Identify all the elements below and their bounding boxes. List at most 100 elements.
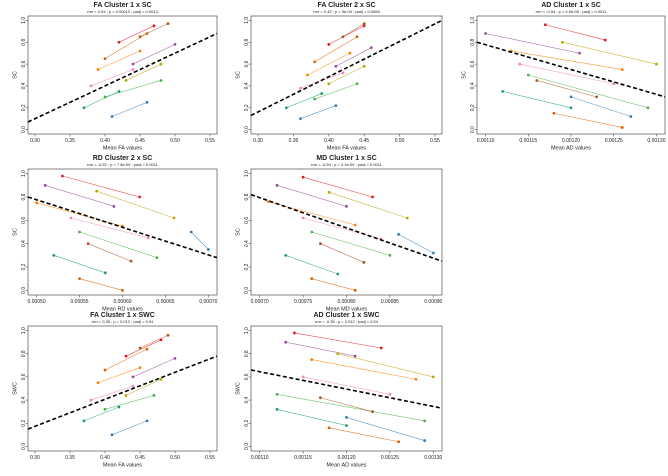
point (189, 230, 193, 234)
x-tick-label: 0.45 (135, 455, 145, 461)
point (620, 126, 624, 129)
plot-frame (27, 168, 218, 296)
y-tick-label: 0.8 (470, 39, 476, 46)
trend-line (27, 32, 218, 123)
panel-title: FA Cluster 1 x SC (93, 2, 151, 9)
trend-line (27, 355, 218, 430)
point (405, 216, 409, 220)
point (60, 174, 64, 178)
subject-line (511, 50, 623, 70)
x-tick-label: 0.00120 (337, 455, 355, 461)
point (145, 100, 149, 104)
subject-line (545, 24, 606, 41)
point (155, 256, 159, 260)
x-axis-label: Mean RD values (102, 306, 143, 312)
point (345, 416, 348, 419)
y-tick-label: 0.8 (244, 350, 250, 357)
y-tick-label: 0.4 (244, 240, 250, 247)
point (313, 60, 317, 64)
x-tick-label: 0.00055 (71, 299, 89, 305)
point (569, 95, 573, 99)
panel-title: MD Cluster 1 x SC (316, 155, 376, 162)
subject-line (96, 190, 175, 219)
panel-subtitle: rrm = 0.35 ; p = 0.012 ; padj = 0.04 (92, 319, 154, 324)
point (159, 338, 163, 342)
point (96, 68, 100, 71)
x-axis-label: Mean FA values (103, 462, 142, 468)
y-tick-label: 0.0 (244, 126, 250, 133)
subject-line (125, 339, 162, 357)
point (103, 368, 107, 372)
subject-line (502, 91, 572, 109)
point (173, 357, 177, 360)
subject-line (314, 83, 358, 100)
x-tick-label: 0.45 (135, 138, 145, 144)
point (353, 288, 357, 292)
plot-frame (250, 15, 443, 135)
x-tick-label: 0.30 (30, 138, 40, 144)
point (348, 51, 352, 55)
panel-subtitle: rrm = -0.35 ; p = 0.012 ; padj = 0.04 (315, 319, 379, 324)
point (379, 346, 383, 350)
point (501, 89, 505, 93)
subject-line (111, 420, 148, 436)
subject-line (62, 175, 140, 198)
point (166, 333, 170, 337)
x-tick-label: 0.00115 (519, 138, 537, 144)
x-tick-label: 0.40 (100, 455, 110, 461)
y-tick-label: 0.4 (21, 240, 27, 247)
y-axis-label: SWC (235, 382, 241, 395)
y-tick-label: 0.0 (244, 287, 250, 294)
trend-line (27, 196, 218, 259)
x-tick-label: 0.00050 (28, 299, 46, 305)
point (301, 175, 305, 179)
point (103, 57, 107, 61)
y-axis-label: SC (12, 228, 18, 236)
point (112, 204, 116, 208)
x-tick-label: 0.55 (430, 138, 440, 144)
point (362, 260, 366, 264)
point (341, 35, 345, 39)
panel-title: AD Cluster 1 x SWC (313, 312, 379, 319)
y-tick-label: 0.0 (244, 443, 250, 450)
point (369, 46, 373, 50)
y-tick-label: 0.4 (244, 396, 250, 403)
x-tick-label: 0.00090 (424, 299, 442, 305)
point (629, 115, 633, 118)
panel-title: RD Cluster 2 x SC (93, 155, 153, 162)
point (543, 23, 547, 27)
subject-line (519, 63, 614, 85)
point (423, 439, 427, 442)
point (78, 230, 81, 234)
subject-line (285, 341, 356, 357)
subject-line (70, 217, 149, 239)
point (131, 62, 135, 66)
x-tick-label: 0.00115 (294, 455, 312, 461)
y-axis-label: SC (12, 71, 18, 79)
point (362, 24, 366, 28)
y-tick-label: 0.2 (244, 263, 250, 270)
y-tick-label: 1.0 (244, 170, 250, 177)
y-tick-label: 0.4 (470, 82, 476, 89)
x-tick-label: 0.00075 (294, 299, 312, 305)
point (129, 259, 133, 263)
point (612, 82, 616, 86)
x-tick-label: 0.00110 (477, 138, 495, 144)
y-tick-label: 1.0 (470, 17, 476, 24)
point (301, 216, 305, 220)
y-tick-label: 1.0 (21, 170, 27, 177)
point (82, 106, 86, 110)
subject-line (329, 192, 408, 219)
point (121, 288, 124, 292)
x-axis-label: Mean FA values (103, 145, 142, 151)
point (173, 43, 177, 46)
point (145, 347, 149, 351)
subject-line (104, 395, 155, 410)
subject-line (320, 397, 373, 412)
point (341, 71, 345, 75)
panel-subtitle: rrm = -0.54 ; p = 3.1e-05 ; padj = 0.001… (311, 162, 383, 167)
point (82, 419, 86, 423)
y-tick-label: 0.0 (21, 287, 27, 294)
point (117, 40, 121, 44)
